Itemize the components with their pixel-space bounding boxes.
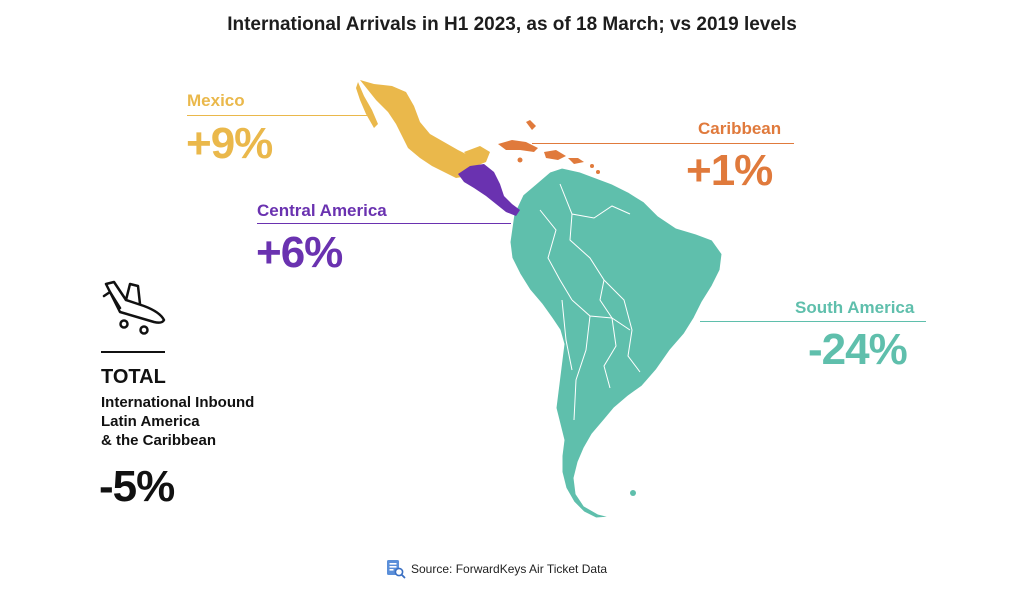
caribbean-value: +1% (686, 146, 773, 195)
south-america-label: South America (795, 298, 915, 317)
source-caption: Source: ForwardKeys Air Ticket Data (411, 562, 608, 576)
total-value: -5% (99, 462, 175, 511)
south-america-leader-line (700, 321, 926, 322)
falklands-shape (630, 490, 636, 496)
total-heading: TOTAL (101, 366, 166, 388)
baja-shape (356, 82, 378, 128)
central-america-leader-line (257, 223, 511, 224)
mexico-leader-line (187, 115, 374, 116)
central-america-shape (458, 164, 520, 216)
total-line-1: International Inbound (101, 394, 255, 411)
document-search-icon (387, 560, 406, 579)
south-america-value: -24% (808, 325, 908, 374)
mexico-value: +9% (186, 119, 273, 168)
total-line-2: Latin America (101, 413, 200, 430)
total-line-3: & the Caribbean (101, 432, 217, 449)
caribbean-label: Caribbean (698, 119, 782, 138)
plane-landing-icon (102, 280, 166, 335)
total-divider (101, 351, 165, 353)
mexico-shape (360, 80, 476, 178)
yucatan-shape (464, 146, 490, 166)
total-description: International Inbound Latin America & th… (101, 393, 254, 450)
central-america-value: +6% (256, 228, 343, 277)
caribbean-leader-line (532, 143, 794, 144)
mexico-label: Mexico (187, 91, 245, 110)
central-america-label: Central America (257, 201, 387, 220)
chart-title: International Arrivals in H1 2023, as of… (227, 14, 797, 35)
caribbean-islands (498, 120, 600, 174)
country-borders (539, 183, 641, 421)
